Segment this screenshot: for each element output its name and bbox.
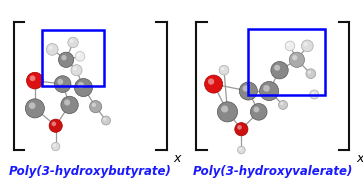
Circle shape [92,103,96,107]
Circle shape [311,92,315,95]
Circle shape [274,65,280,71]
Circle shape [49,119,62,132]
Circle shape [74,79,93,97]
Circle shape [29,102,36,109]
Circle shape [303,42,308,46]
Circle shape [301,40,313,52]
Circle shape [26,72,43,89]
Circle shape [52,142,60,151]
Circle shape [52,122,56,126]
Circle shape [239,82,257,100]
Circle shape [287,43,290,46]
Circle shape [219,65,229,75]
Circle shape [49,46,53,50]
Text: Poly(3-hydroxybutyrate): Poly(3-hydroxybutyrate) [9,165,172,178]
Circle shape [237,125,242,130]
Circle shape [68,37,78,48]
Circle shape [53,144,56,147]
Circle shape [250,104,267,120]
Circle shape [237,146,245,154]
Circle shape [78,82,84,88]
Circle shape [61,55,67,60]
Circle shape [253,107,259,112]
Text: x: x [356,152,363,165]
Circle shape [58,52,74,67]
Circle shape [235,123,248,136]
Circle shape [205,75,223,93]
Circle shape [90,101,102,113]
Circle shape [54,76,71,92]
Bar [248,29,325,94]
Circle shape [77,53,80,57]
Circle shape [263,85,270,92]
Circle shape [25,99,44,118]
Circle shape [310,90,319,99]
Circle shape [64,99,70,105]
Circle shape [30,75,36,81]
Circle shape [242,85,249,92]
Circle shape [292,55,297,60]
Circle shape [46,43,58,55]
Circle shape [271,62,288,79]
Circle shape [308,71,311,74]
Bar [42,30,104,86]
Circle shape [306,69,316,79]
Circle shape [61,96,78,114]
Text: x: x [174,152,181,165]
Circle shape [285,41,295,51]
Circle shape [280,102,284,105]
Circle shape [73,67,77,71]
Circle shape [70,39,73,43]
Circle shape [75,51,85,61]
Circle shape [221,67,224,70]
Text: Poly(3-hydroxyvalerate): Poly(3-hydroxyvalerate) [192,165,353,178]
Circle shape [278,100,287,109]
Circle shape [103,118,106,121]
Circle shape [208,78,214,85]
Circle shape [217,102,237,122]
Circle shape [289,52,305,67]
Circle shape [239,148,242,150]
Circle shape [221,105,228,113]
Circle shape [71,65,82,76]
Circle shape [57,79,63,85]
Circle shape [102,116,110,125]
Circle shape [260,81,279,101]
